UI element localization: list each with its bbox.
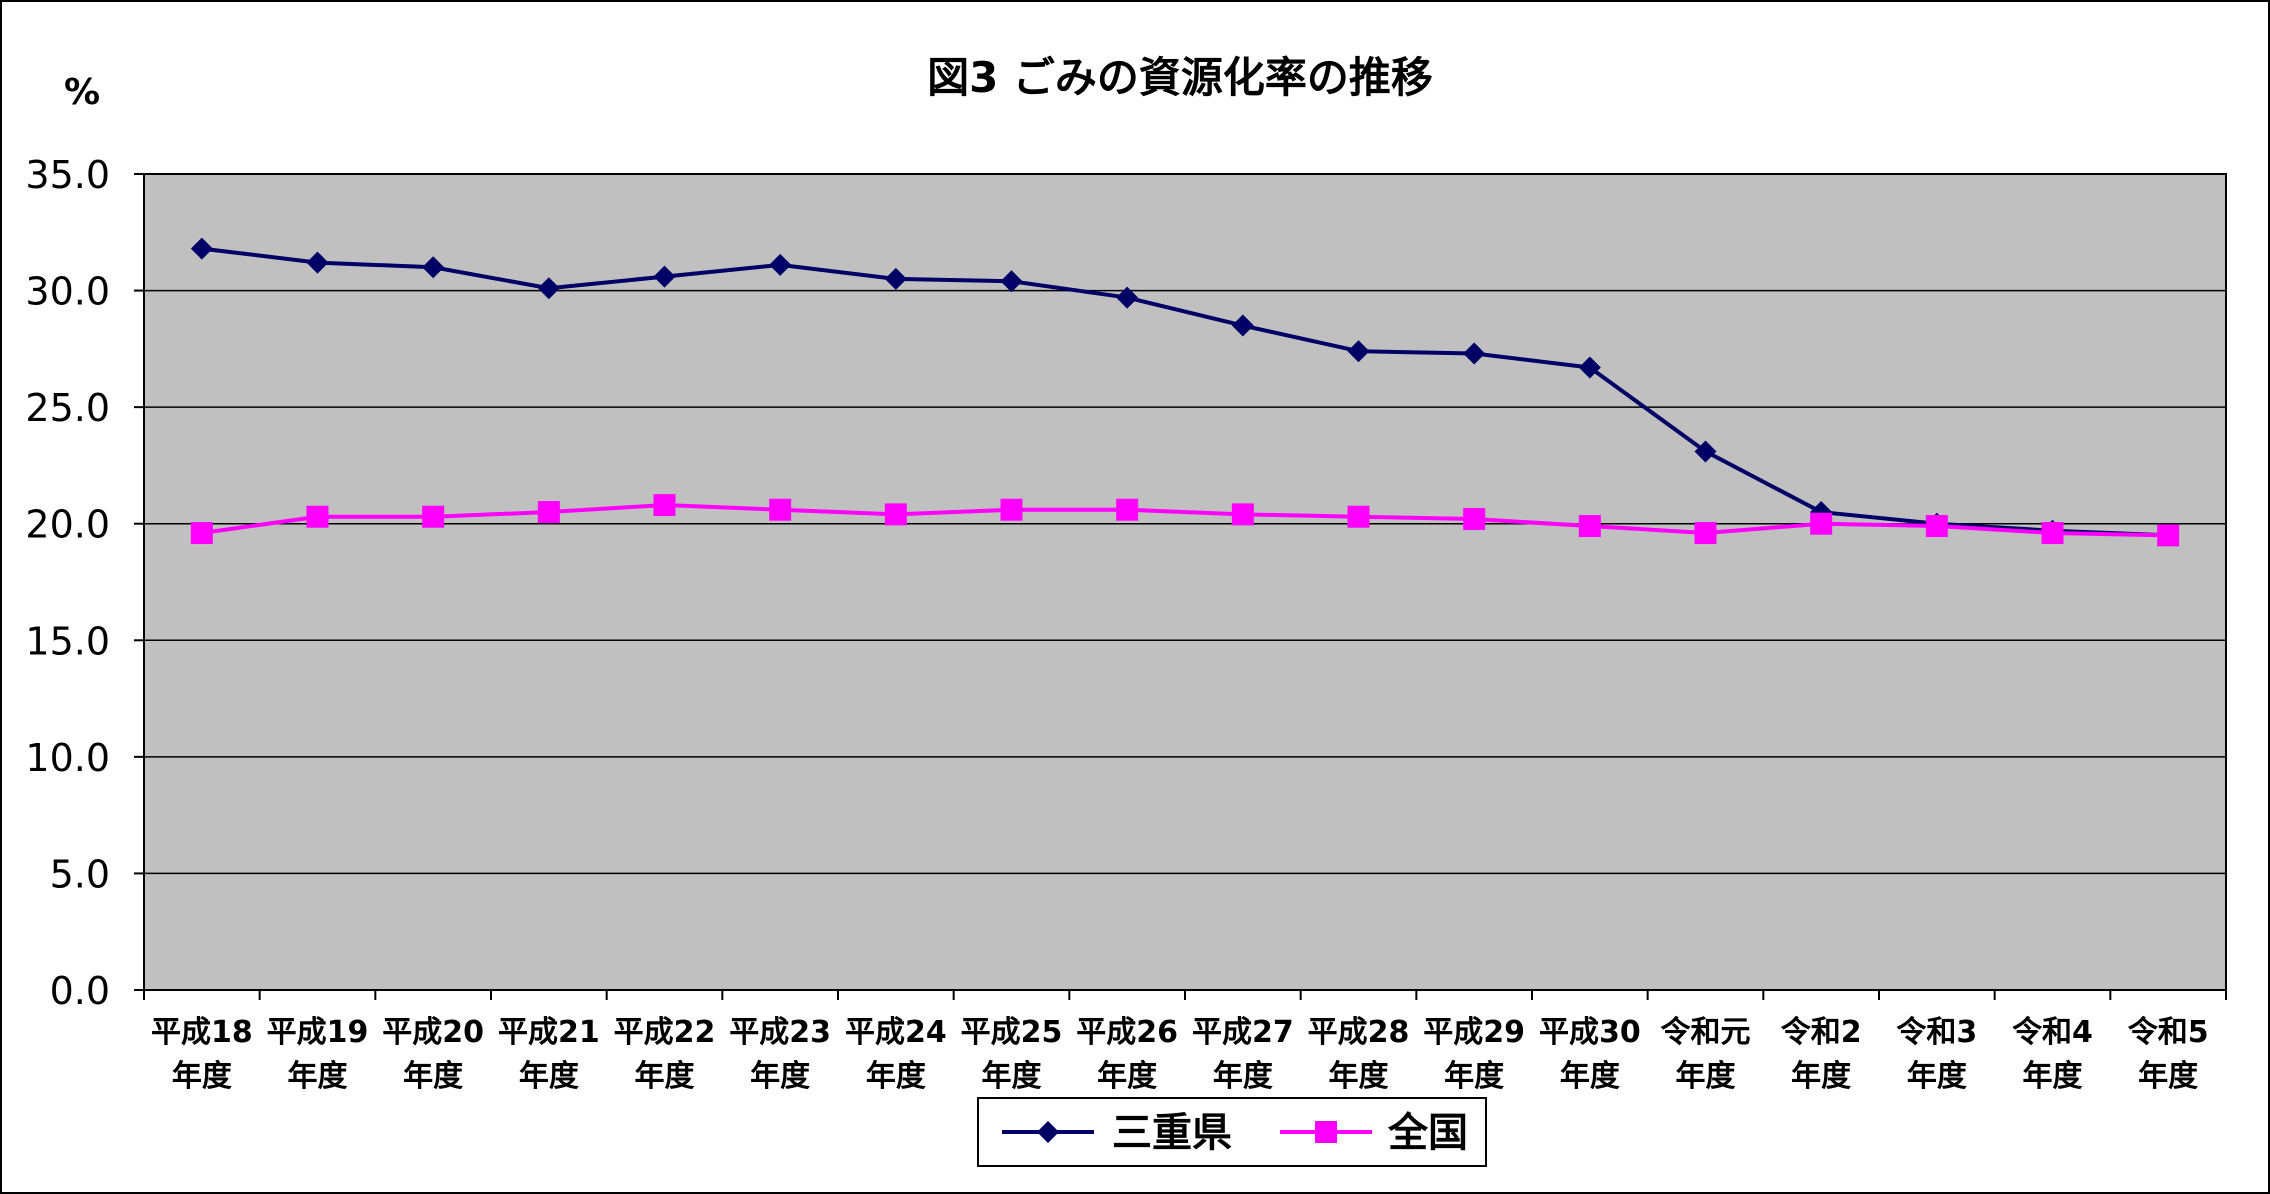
- x-tick-label-line2: 年度: [288, 1059, 348, 1094]
- data-point: [1116, 286, 1139, 309]
- y-axis-ticks: 0.0 5.0 10.0 15.0 20.0 25.0 30.0 35.0: [25, 153, 144, 1013]
- plot-area: [143, 173, 2227, 991]
- x-tick-label: 平成18: [151, 1015, 253, 1050]
- x-tick-label: 平成27: [1192, 1015, 1294, 1050]
- y-tick-label: 30.0: [25, 270, 110, 314]
- x-tick-label: 平成21: [498, 1015, 600, 1050]
- data-point: [422, 256, 445, 279]
- legend-label-0: 三重県: [1112, 1110, 1232, 1156]
- y-tick-label: 25.0: [25, 386, 110, 430]
- x-tick-label: 平成23: [729, 1015, 831, 1050]
- legend-marker-0: [1037, 1121, 1059, 1143]
- x-tick-label: 令和5: [2128, 1015, 2209, 1050]
- data-point: [1231, 503, 1254, 526]
- y-tick-label: 0.0: [50, 969, 110, 1013]
- data-point: [190, 237, 213, 260]
- x-tick-label-line2: 年度: [403, 1059, 463, 1094]
- data-point: [1116, 498, 1139, 521]
- x-tick-label-line2: 年度: [750, 1059, 810, 1094]
- data-point: [422, 505, 445, 528]
- x-tick-label: 平成24: [845, 1015, 947, 1050]
- data-point: [190, 522, 213, 545]
- data-point: [884, 503, 907, 526]
- data-point: [306, 251, 329, 274]
- data-point: [1000, 498, 1023, 521]
- x-tick-label-line2: 年度: [1676, 1059, 1736, 1094]
- series-line-1: [201, 503, 2169, 538]
- data-point: [769, 498, 792, 521]
- chart-title: 図3 ごみの資源化率の推移: [927, 53, 1433, 102]
- data-point: [2041, 522, 2064, 545]
- x-tick-label-line2: 年度: [2138, 1059, 2198, 1094]
- series-line-0: [201, 246, 2169, 538]
- x-tick-label-line2: 年度: [635, 1059, 695, 1094]
- x-tick-label: 平成28: [1308, 1015, 1410, 1050]
- data-point: [1463, 342, 1486, 365]
- data-point: [1578, 356, 1601, 379]
- x-tick-label-line2: 年度: [172, 1059, 232, 1094]
- x-tick-label-line2: 年度: [866, 1059, 926, 1094]
- x-tick-label: 平成20: [382, 1015, 484, 1050]
- y-tick-label: 20.0: [25, 503, 110, 547]
- data-point: [1694, 440, 1717, 463]
- x-tick-label: 平成30: [1539, 1015, 1641, 1050]
- data-point: [306, 505, 329, 528]
- x-tick-label: 平成22: [614, 1015, 716, 1050]
- data-point: [1000, 270, 1023, 293]
- x-axis-ticks: 平成18年度平成19年度平成20年度平成21年度平成22年度平成23年度平成24…: [143, 990, 2227, 1094]
- x-tick-label: 令和3: [1896, 1015, 1977, 1050]
- x-tick-label: 令和4: [2012, 1015, 2093, 1050]
- data-point: [1810, 512, 1833, 535]
- x-tick-label-line2: 年度: [982, 1059, 1042, 1094]
- gridlines: [144, 289, 2226, 875]
- series-layer: [190, 237, 2180, 547]
- data-point: [1231, 314, 1254, 337]
- x-tick-label-line2: 年度: [1560, 1059, 1620, 1094]
- x-tick-label-line2: 年度: [1907, 1059, 1967, 1094]
- data-point: [537, 277, 560, 300]
- x-tick-label-line2: 年度: [1213, 1059, 1273, 1094]
- legend-label-1: 全国: [1387, 1110, 1468, 1156]
- data-point: [537, 501, 560, 524]
- data-point: [1463, 508, 1486, 531]
- y-tick-label: 15.0: [25, 619, 110, 663]
- x-tick-label: 平成19: [267, 1015, 369, 1050]
- x-tick-label: 平成26: [1076, 1015, 1178, 1050]
- x-tick-label: 令和2: [1781, 1015, 1862, 1050]
- y-tick-label: 10.0: [25, 736, 110, 780]
- x-tick-label-line2: 年度: [1791, 1059, 1851, 1094]
- legend-box: [977, 1097, 1487, 1167]
- x-tick-label: 令和元: [1661, 1015, 1751, 1050]
- data-point: [1347, 340, 1370, 363]
- y-tick-label: 5.0: [50, 852, 110, 896]
- data-point: [1347, 505, 1370, 528]
- data-point: [884, 267, 907, 290]
- data-point: [1694, 522, 1717, 545]
- data-point: [2157, 524, 2180, 547]
- y-tick-label: 35.0: [25, 153, 110, 197]
- data-point: [1578, 515, 1601, 538]
- x-tick-label-line2: 年度: [2023, 1059, 2083, 1094]
- x-tick-label-line2: 年度: [1097, 1059, 1157, 1094]
- x-tick-label: 平成29: [1423, 1015, 1525, 1050]
- legend: 三重県 全国: [977, 1097, 1487, 1167]
- legend-marker-1: [1315, 1121, 1337, 1143]
- y-axis-unit: %: [64, 72, 100, 113]
- x-tick-label: 平成25: [961, 1015, 1063, 1050]
- data-point: [1925, 515, 1948, 538]
- x-tick-label-line2: 年度: [1444, 1059, 1504, 1094]
- x-tick-label-line2: 年度: [519, 1059, 579, 1094]
- data-point: [653, 265, 676, 288]
- x-tick-label-line2: 年度: [1329, 1059, 1389, 1094]
- data-point: [769, 253, 792, 276]
- data-point: [653, 494, 676, 517]
